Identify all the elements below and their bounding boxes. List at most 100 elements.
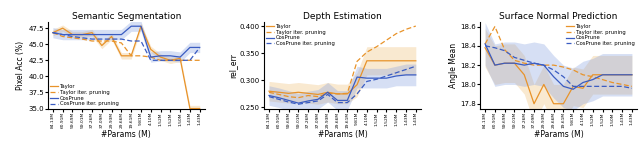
- Taylor iter. pruning: [344, 92, 351, 94]
- CosPrune: [481, 43, 489, 45]
- Taylor iter. pruning: [275, 94, 283, 96]
- CosPrune iter. pruning: [59, 34, 67, 36]
- Taylor: [59, 27, 67, 29]
- CosPrune iter. pruning: [559, 76, 567, 78]
- CosPrune: [353, 76, 361, 78]
- CosPrune iter. pruning: [98, 38, 106, 40]
- CosPrune iter. pruning: [137, 40, 145, 42]
- Taylor: [333, 93, 341, 95]
- Line: CosPrune: CosPrune: [269, 75, 416, 103]
- CosPrune iter. pruning: [344, 102, 351, 104]
- CosPrune: [98, 34, 106, 36]
- CosPrune iter. pruning: [618, 85, 626, 87]
- Line: CosPrune iter. pruning: CosPrune iter. pruning: [485, 46, 632, 88]
- CosPrune: [550, 76, 557, 78]
- Taylor iter. pruning: [570, 69, 577, 71]
- CosPrune: [314, 98, 322, 100]
- Taylor: [157, 56, 164, 58]
- Taylor: [530, 103, 538, 105]
- CosPrune: [501, 62, 509, 64]
- Taylor iter. pruning: [176, 59, 184, 61]
- CosPrune: [598, 74, 606, 76]
- Legend: Taylor, Taylor iter. pruning, CosPrune, CosPrune iter. pruning: Taylor, Taylor iter. pruning, CosPrune, …: [49, 84, 119, 107]
- Taylor: [598, 74, 606, 76]
- Taylor: [511, 62, 518, 64]
- Taylor iter. pruning: [383, 39, 390, 41]
- Taylor: [147, 48, 155, 50]
- X-axis label: #Params (M): #Params (M): [101, 130, 151, 139]
- CosPrune: [570, 88, 577, 90]
- CosPrune iter. pruning: [579, 85, 587, 87]
- Taylor: [491, 64, 499, 66]
- CosPrune iter. pruning: [275, 98, 283, 100]
- CosPrune iter. pruning: [412, 65, 420, 67]
- Taylor iter. pruning: [550, 64, 557, 66]
- CosPrune: [68, 34, 76, 36]
- Taylor: [186, 108, 194, 110]
- Taylor iter. pruning: [373, 46, 381, 48]
- CosPrune: [285, 99, 292, 101]
- CosPrune: [294, 102, 302, 104]
- Taylor: [550, 103, 557, 105]
- Taylor: [363, 60, 371, 62]
- CosPrune: [304, 100, 312, 102]
- Taylor: [589, 74, 596, 76]
- CosPrune iter. pruning: [353, 93, 361, 95]
- CosPrune: [589, 79, 596, 81]
- Taylor iter. pruning: [559, 66, 567, 68]
- Taylor: [392, 60, 400, 62]
- CosPrune iter. pruning: [609, 85, 616, 87]
- Taylor iter. pruning: [520, 62, 528, 64]
- CosPrune: [559, 85, 567, 87]
- CosPrune: [520, 64, 528, 66]
- CosPrune iter. pruning: [550, 69, 557, 71]
- CosPrune iter. pruning: [333, 102, 341, 104]
- Taylor: [628, 74, 636, 76]
- Line: CosPrune: CosPrune: [53, 26, 200, 57]
- Taylor: [49, 32, 57, 34]
- Taylor: [570, 85, 577, 87]
- Taylor: [196, 108, 204, 110]
- Legend: Taylor, Taylor iter. pruning, CosPrune, CosPrune iter. pruning: Taylor, Taylor iter. pruning, CosPrune, …: [266, 23, 335, 47]
- Taylor: [353, 84, 361, 86]
- CosPrune: [324, 91, 332, 93]
- Taylor: [481, 47, 489, 49]
- CosPrune: [530, 62, 538, 64]
- Taylor iter. pruning: [285, 96, 292, 98]
- CosPrune iter. pruning: [491, 47, 499, 49]
- CosPrune: [628, 74, 636, 76]
- Line: Taylor iter. pruning: Taylor iter. pruning: [269, 26, 416, 98]
- CosPrune: [618, 74, 626, 76]
- CosPrune iter. pruning: [363, 80, 371, 82]
- Taylor iter. pruning: [166, 59, 174, 61]
- Taylor iter. pruning: [147, 56, 155, 58]
- Taylor iter. pruning: [79, 38, 86, 40]
- CosPrune iter. pruning: [304, 102, 312, 104]
- CosPrune iter. pruning: [373, 78, 381, 80]
- Taylor: [176, 57, 184, 59]
- CosPrune iter. pruning: [628, 87, 636, 89]
- Taylor: [118, 55, 125, 57]
- CosPrune iter. pruning: [501, 50, 509, 52]
- Taylor iter. pruning: [353, 60, 361, 62]
- Line: CosPrune iter. pruning: CosPrune iter. pruning: [53, 33, 200, 60]
- Taylor iter. pruning: [491, 26, 499, 28]
- CosPrune: [127, 25, 135, 27]
- Taylor: [579, 87, 587, 89]
- Taylor iter. pruning: [481, 43, 489, 45]
- X-axis label: #Params (M): #Params (M): [317, 130, 367, 139]
- Taylor iter. pruning: [333, 93, 341, 95]
- CosPrune iter. pruning: [520, 59, 528, 61]
- Y-axis label: rel_err: rel_err: [228, 53, 237, 77]
- Taylor: [383, 60, 390, 62]
- CosPrune: [392, 75, 400, 77]
- Taylor iter. pruning: [363, 51, 371, 53]
- CosPrune: [166, 55, 174, 57]
- CosPrune: [333, 99, 341, 101]
- Taylor: [501, 62, 509, 64]
- CosPrune iter. pruning: [402, 68, 410, 70]
- Taylor: [373, 60, 381, 62]
- CosPrune: [137, 25, 145, 27]
- Taylor iter. pruning: [108, 40, 115, 42]
- Taylor iter. pruning: [186, 59, 194, 61]
